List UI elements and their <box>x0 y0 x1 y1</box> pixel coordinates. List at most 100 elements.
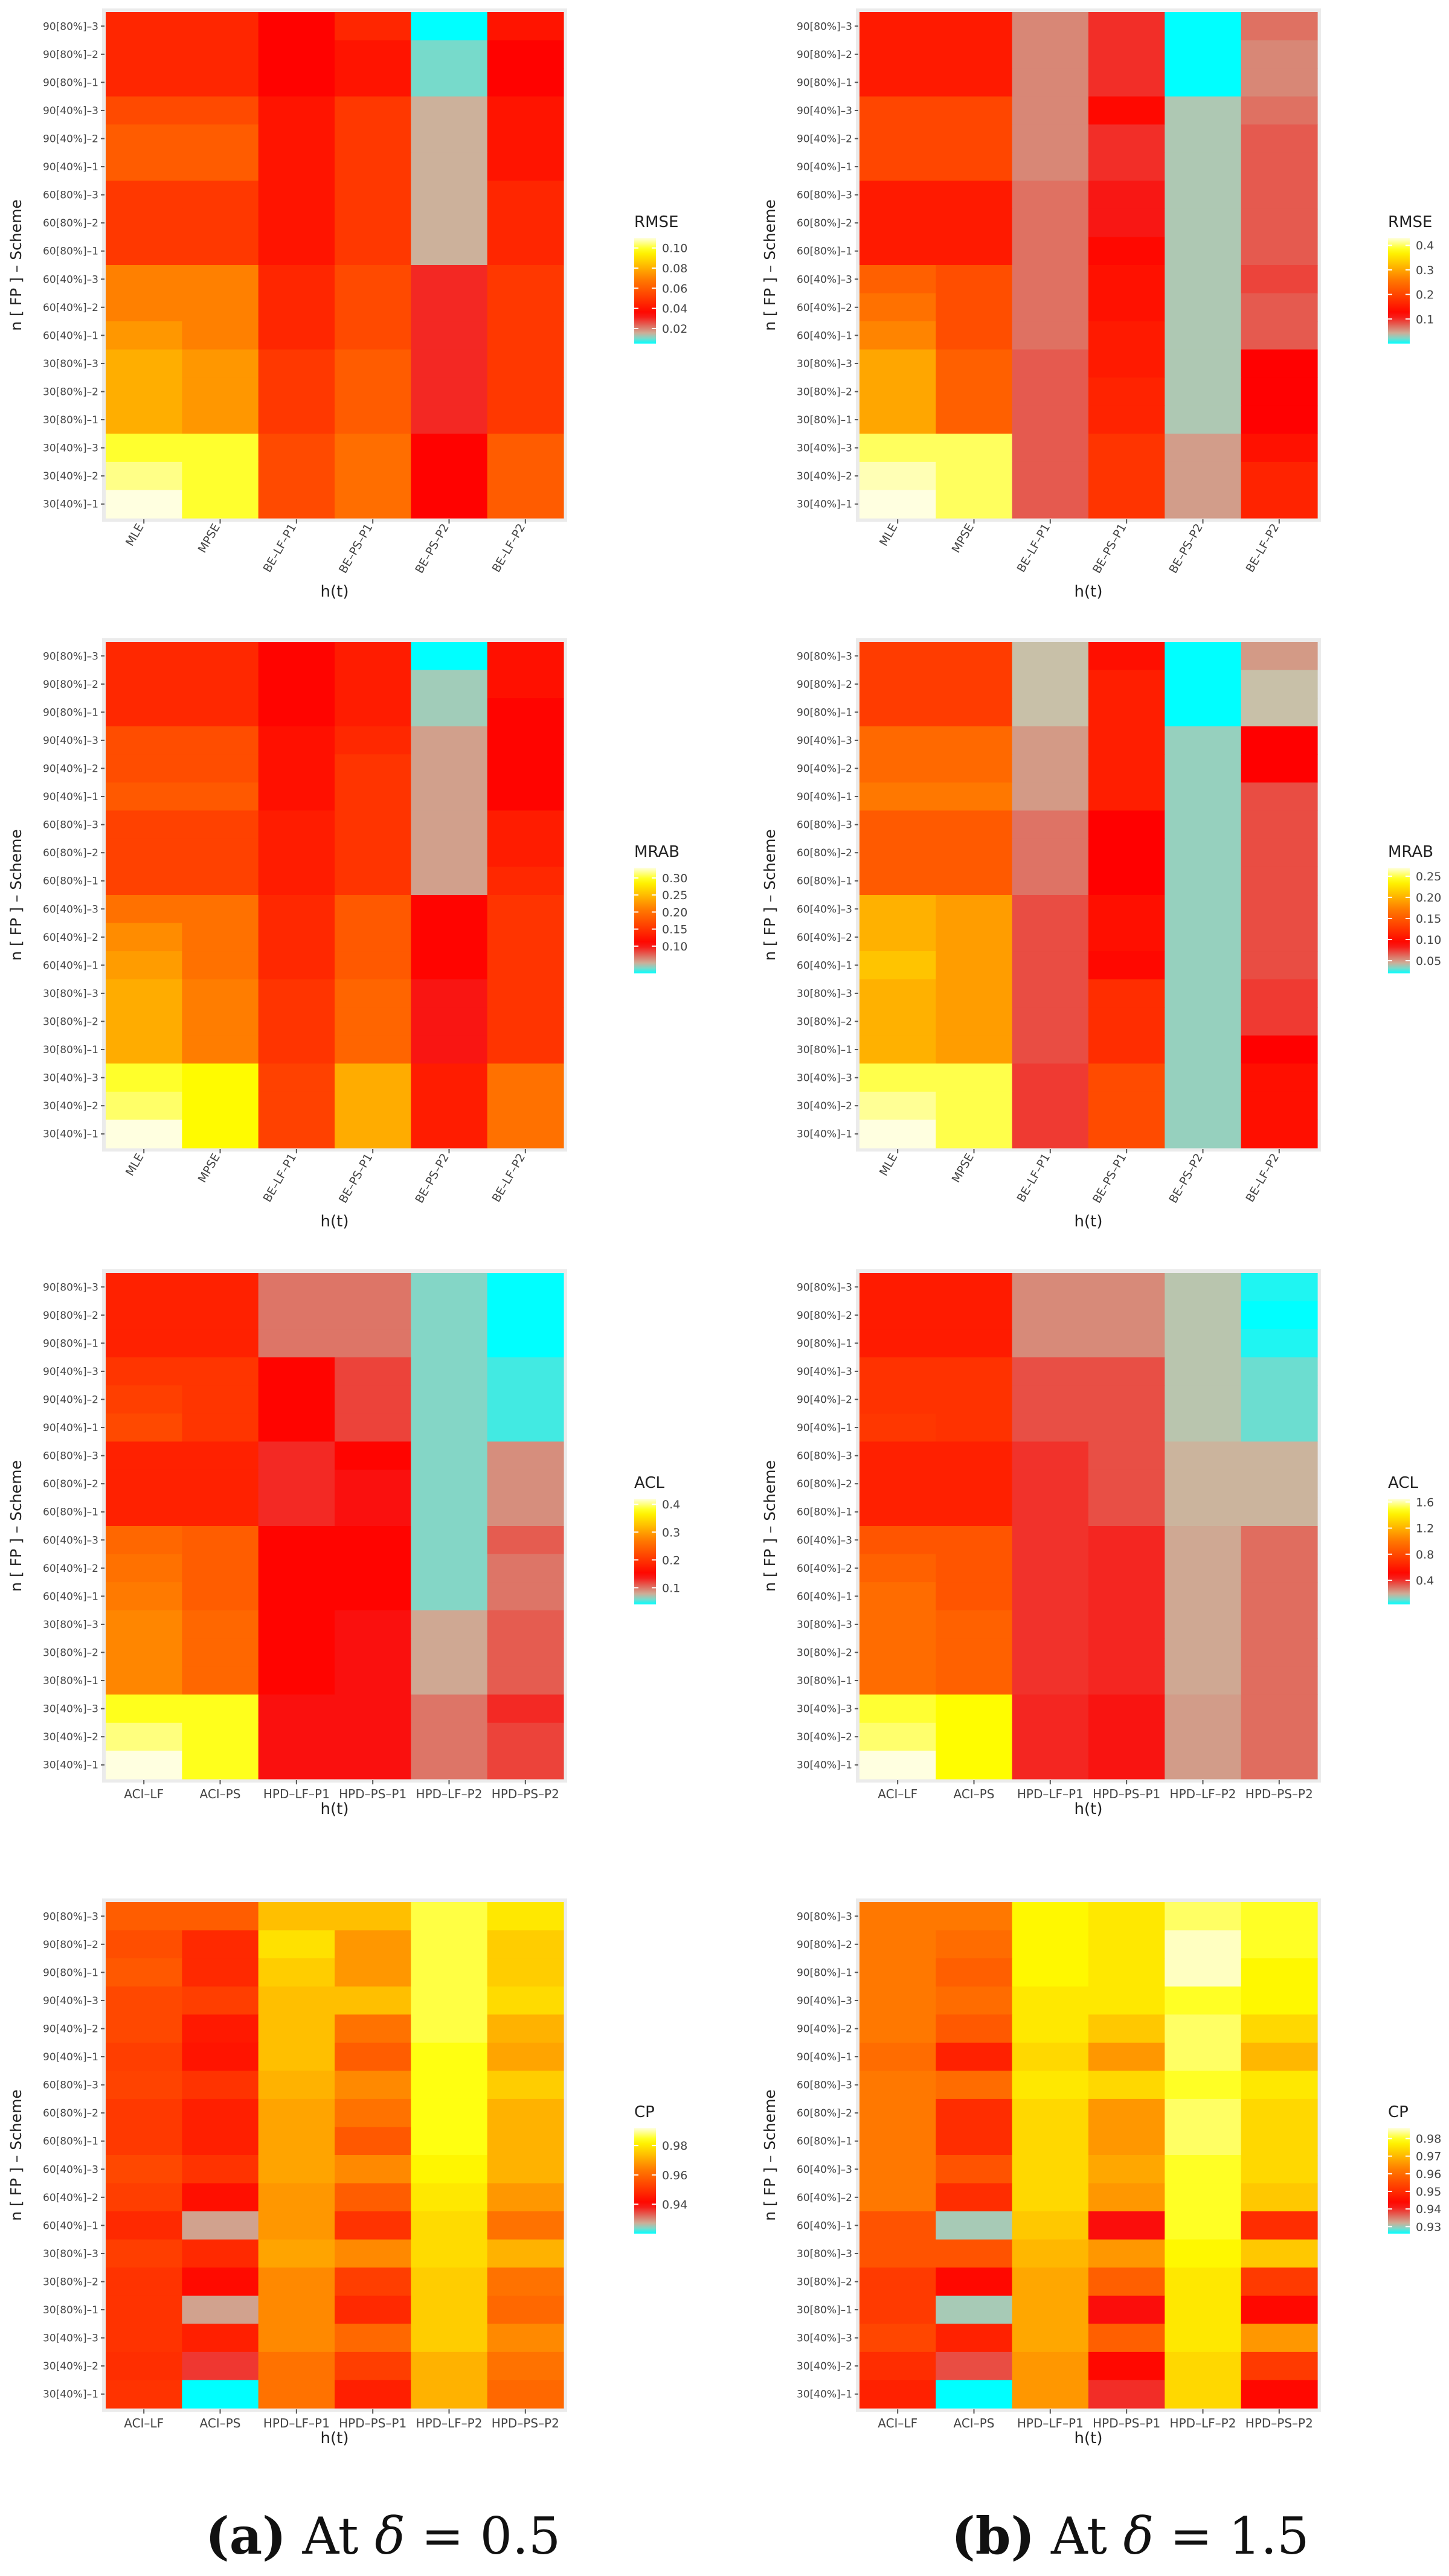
heatmap-cell <box>859 265 936 294</box>
heatmap-cell <box>1165 895 1242 924</box>
heatmap-cell <box>859 1638 936 1667</box>
heatmap-cell <box>487 490 564 519</box>
heatmap-cell <box>258 2127 335 2156</box>
heatmap-cell <box>182 1091 259 1121</box>
heatmap-cell <box>1165 1666 1242 1695</box>
heatmap-cell <box>859 2042 936 2071</box>
heatmap-cell <box>1165 96 1242 125</box>
heatmap-cell <box>487 237 564 266</box>
heatmap-cell <box>411 12 488 41</box>
y-tick-label: 30[80%]–1 <box>797 1044 852 1056</box>
heatmap-cell <box>106 96 182 125</box>
legend-tick-label: 0.3 <box>1416 264 1434 277</box>
heatmap-cell <box>335 181 411 210</box>
heatmap-cell <box>335 1666 411 1695</box>
y-tick-label: 30[40%]–1 <box>797 499 852 511</box>
heatmap-cell <box>411 1902 488 1931</box>
heatmap-cell <box>182 293 259 322</box>
heatmap-cell <box>1012 1035 1089 1064</box>
heatmap-cell <box>258 810 335 839</box>
heatmap-cell <box>106 1329 182 1358</box>
heatmap-cell <box>859 726 936 755</box>
heatmap-cell <box>859 1526 936 1555</box>
heatmap-cell <box>335 670 411 699</box>
heatmap-cell <box>182 96 259 125</box>
y-tick-label: 60[80%]–3 <box>43 2080 98 2092</box>
heatmap-cell <box>1012 96 1089 125</box>
heatmap-cell <box>1165 1554 1242 1583</box>
y-tick-label: 60[80%]–2 <box>43 847 98 859</box>
heatmap-cell <box>1241 152 1318 181</box>
heatmap-cell <box>106 1385 182 1414</box>
heatmap-cell <box>1241 181 1318 210</box>
heatmap-cell <box>1165 2098 1242 2128</box>
heatmap-cell <box>1241 1007 1318 1036</box>
heatmap-cell <box>1088 1930 1165 1959</box>
heatmap-cell <box>411 2267 488 2296</box>
heatmap-cell <box>859 867 936 896</box>
heatmap-cell <box>182 152 259 181</box>
heatmap-cell <box>1088 1469 1165 1499</box>
heatmap-cell <box>936 1301 1013 1330</box>
heatmap-cell <box>335 1498 411 1527</box>
heatmap-cell <box>335 726 411 755</box>
y-axis-title: n [ FP ] – Scheme <box>761 1460 779 1592</box>
heatmap-cell <box>182 1035 259 1064</box>
heatmap-cell <box>182 1694 259 1723</box>
heatmap-cell <box>487 2267 564 2296</box>
heatmap-cell <box>936 1357 1013 1386</box>
legend-tick-label: 0.94 <box>662 2198 687 2211</box>
x-axis-title: h(t) <box>321 1800 349 1818</box>
heatmap-cell <box>1241 293 1318 322</box>
heatmap-cell <box>1241 377 1318 406</box>
heatmap-cell <box>258 1638 335 1667</box>
heatmap-cell <box>936 293 1013 322</box>
heatmap-cell <box>487 68 564 97</box>
heatmap-cell <box>1241 726 1318 755</box>
heatmap-cell <box>335 349 411 378</box>
y-tick-label: 60[40%]–3 <box>43 2164 98 2176</box>
heatmap-cell <box>1165 1958 1242 1987</box>
heatmap-cell <box>936 265 1013 294</box>
y-tick-label: 90[40%]–3 <box>797 1995 852 2007</box>
heatmap-cell <box>335 124 411 153</box>
heatmap-cell <box>936 726 1013 755</box>
heatmap-cell <box>1088 754 1165 783</box>
heatmap-cell <box>182 2127 259 2156</box>
heatmap-cell <box>1241 782 1318 811</box>
heatmap-cell <box>182 2155 259 2184</box>
y-tick-label: 60[80%]–1 <box>43 1507 98 1519</box>
heatmap-cell <box>936 1120 1013 1149</box>
heatmap-cell <box>258 461 335 491</box>
heatmap-cell <box>258 2042 335 2071</box>
heatmap-cell <box>1088 642 1165 671</box>
heatmap-cell <box>936 1610 1013 1639</box>
heatmap-cell <box>1165 1329 1242 1358</box>
heatmap-cell <box>936 208 1013 238</box>
heatmap-cell <box>106 2098 182 2128</box>
x-tick-label: HPD–PS–P2 <box>492 2416 559 2430</box>
heatmap-cell <box>859 1694 936 1723</box>
legend-title: RMSE <box>1388 213 1432 231</box>
heatmap-cell <box>1012 68 1089 97</box>
legend-title: MRAB <box>634 843 680 861</box>
heatmap-cell <box>487 642 564 671</box>
heatmap-cell <box>487 321 564 350</box>
heatmap-cell <box>106 1958 182 1987</box>
legend-title: ACL <box>1388 1474 1418 1492</box>
heatmap-cell <box>106 1902 182 1931</box>
heatmap-cell <box>182 1930 259 1959</box>
legend-tick-label: 0.4 <box>1416 1574 1434 1588</box>
heatmap-cell <box>1012 1413 1089 1442</box>
heatmap-cell <box>1012 237 1089 266</box>
heatmap-cell <box>1012 838 1089 868</box>
heatmap-cell <box>335 1441 411 1470</box>
y-tick-label: 90[80%]–2 <box>43 679 98 691</box>
heatmap-cell <box>1088 1385 1165 1414</box>
y-tick-label: 60[40%]–1 <box>797 960 852 972</box>
heatmap-cell <box>936 2351 1013 2381</box>
heatmap-cell <box>258 405 335 434</box>
heatmap-cell <box>106 951 182 980</box>
heatmap-cell <box>936 754 1013 783</box>
heatmap-cell <box>859 2098 936 2128</box>
